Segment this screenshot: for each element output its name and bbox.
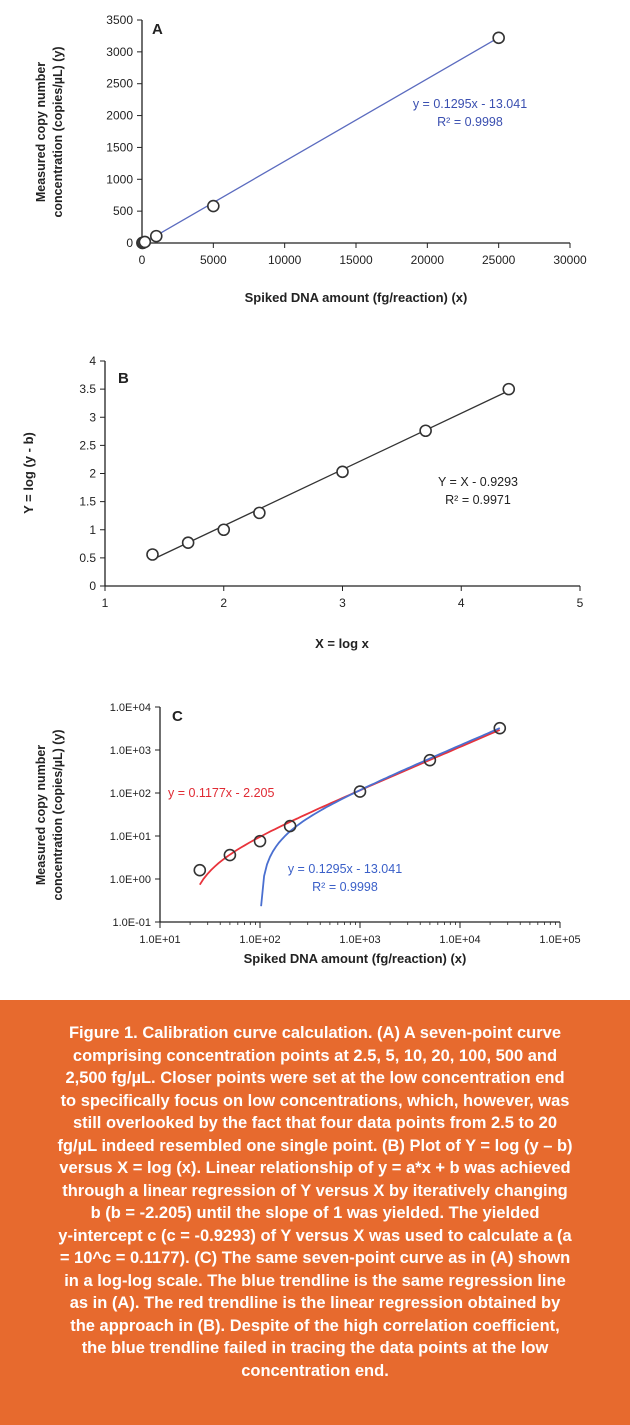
chart-b-trendline — [152, 390, 510, 561]
chart-a-axes — [141, 20, 570, 244]
chart-b: 0 0.5 1 1.5 2 2.5 3 3.5 4 1 2 3 4 5 B Y = X - 0.9293… — [21, 354, 584, 651]
chart-c-trendline-blue — [260, 727, 501, 907]
chart-c-data-point — [223, 848, 237, 862]
chart-c-y-tick-label: 1.0E+02 — [110, 788, 151, 800]
chart-c-data-point — [423, 753, 437, 767]
chart-a-y-tick-label: 2000 — [106, 109, 133, 123]
chart-c-y-tick-label: 1.0E+01 — [110, 831, 151, 843]
chart-c-y-tick-label: 1.0E+04 — [110, 702, 151, 714]
chart-b-y-tick-label: 1 — [89, 523, 96, 537]
chart-a-panel-label: A — [152, 21, 163, 38]
chart-a-trendlines — [141, 36, 499, 245]
chart-b-x-ticks: 1 2 3 4 5 — [102, 586, 584, 610]
chart-a-x-tick-label: 30000 — [553, 253, 587, 267]
chart-b-panel-label: B — [118, 370, 129, 387]
chart-a-y-ticks: 0 500 1000 1500 2000 2500 3000 3500 — [106, 13, 142, 250]
figure-caption: Figure 1. Calibration curve calculation.… — [57, 1024, 573, 1380]
chart-a-y-tick-label: 500 — [113, 204, 133, 218]
chart-b-y-tick-label: 0.5 — [79, 551, 96, 565]
chart-c-x-tick-label: 1.0E+01 — [139, 934, 180, 946]
chart-c-y-ticks: 1.0E-01 1.0E+00 1.0E+01 1.0E+02 1.0E+03 1.0E+… — [110, 702, 160, 929]
chart-a-r2: R² = 0.9998 — [437, 115, 503, 129]
chart-b-points — [146, 382, 516, 561]
chart-c-trendlines — [199, 727, 501, 907]
chart-b-x-tick-label: 2 — [220, 596, 227, 610]
chart-b-data-point — [253, 506, 266, 520]
chart-a-y-tick-label: 1000 — [106, 172, 133, 186]
chart-c-data-point — [193, 863, 207, 877]
chart-b-data-point — [336, 465, 349, 479]
chart-b-y-tick-label: 3 — [89, 410, 96, 424]
chart-c-x-axis-label: Spiked DNA amount (fg/reaction) (x) — [244, 951, 467, 966]
chart-c-data-point — [353, 785, 367, 798]
chart-b-data-point — [502, 382, 516, 396]
chart-b-data-point — [419, 424, 432, 438]
chart-a-x-tick-label: 20000 — [411, 253, 445, 267]
chart-b-data-point — [146, 548, 159, 561]
chart-a-y-tick-label: 3500 — [106, 13, 133, 27]
chart-a-y-tick-label: 0 — [126, 236, 133, 250]
chart-b-x-tick-label: 1 — [102, 596, 109, 610]
chart-c-equation-red: y = 0.1177x - 2.205 — [168, 786, 274, 800]
chart-c-y-axis-label-line1: Measured copy number — [34, 745, 48, 885]
chart-a-y-tick-label: 2500 — [106, 77, 133, 91]
chart-a-x-tick-label: 15000 — [339, 253, 373, 267]
chart-a-y-axis-label-line1: Measured copy number — [34, 62, 48, 202]
chart-a: 0 500 1000 1500 2000 2500 3000 3500 0 5000 10000 1… — [34, 13, 587, 305]
chart-b-x-tick-label: 3 — [339, 596, 346, 610]
chart-c: 1.0E-011.0E+001.0E+011.0E+021.0E+031.0E+… — [34, 702, 581, 966]
chart-a-data-point — [138, 235, 152, 249]
chart-a-x-tick-label: 0 — [139, 253, 146, 267]
chart-b-y-axis-label: Y = log (y - b) — [21, 432, 36, 514]
chart-b-r2: R² = 0.9971 — [445, 493, 511, 507]
chart-a-points — [136, 31, 505, 250]
chart-b-y-ticks: 0 0.5 1 1.5 2 2.5 3 3.5 4 — [79, 354, 105, 593]
chart-c-y-tick-label: 1.0E+00 — [110, 874, 151, 886]
chart-a-x-tick-label: 10000 — [268, 253, 302, 267]
chart-b-y-tick-label: 2 — [89, 467, 96, 481]
chart-b-equation: Y = X - 0.9293 — [438, 475, 518, 489]
chart-c-panel-label: C — [172, 708, 183, 725]
chart-c-x-tick-label: 1.0E+02 — [239, 934, 280, 946]
chart-a-y-tick-label: 3000 — [106, 45, 133, 59]
chart-b-x-axis-label: X = log x — [315, 636, 370, 651]
chart-c-y-tick-label: 1.0E-01 — [112, 917, 151, 929]
chart-a-trendline — [141, 36, 499, 245]
chart-c-equation-blue: y = 0.1295x - 13.041 — [288, 862, 402, 876]
chart-a-x-axis-label: Spiked DNA amount (fg/reaction) (x) — [245, 290, 468, 305]
chart-b-data-point — [181, 536, 195, 549]
chart-a-y-tick-label: 1500 — [106, 140, 133, 154]
chart-c-data-point — [253, 834, 267, 848]
chart-b-y-tick-label: 2.5 — [79, 438, 96, 452]
chart-b-x-tick-label: 5 — [577, 596, 584, 610]
chart-a-x-tick-label: 25000 — [482, 253, 516, 267]
chart-c-y-axis-label-line2: concentration (copies/µL) (y) — [51, 729, 65, 900]
chart-b-x-tick-label: 4 — [458, 596, 465, 610]
chart-a-data-point — [207, 199, 220, 213]
chart-a-data-point — [149, 229, 163, 243]
chart-c-x-tick-label: 1.0E+03 — [339, 934, 380, 946]
chart-c-points — [193, 721, 507, 877]
chart-a-equation: y = 0.1295x - 13.041 — [413, 97, 527, 111]
chart-b-y-tick-label: 0 — [89, 579, 96, 593]
chart-c-x-ticks: 1.0E+01 1.0E+02 1.0E+03 1.0E+04 1.0E+05 — [139, 922, 581, 946]
chart-c-x-tick-label: 1.0E+04 — [439, 934, 480, 946]
chart-a-y-axis-label-line2: concentration (copies/µL) (y) — [51, 46, 65, 217]
figure-caption-box: Figure 1. Calibration curve calculation.… — [0, 1000, 630, 1425]
chart-c-x-tick-label: 1.0E+05 — [539, 934, 580, 946]
chart-c-y-tick-label: 1.0E+03 — [110, 745, 151, 757]
chart-b-y-tick-label: 3.5 — [79, 382, 96, 396]
chart-b-y-tick-label: 4 — [89, 354, 96, 368]
chart-c-data-point — [493, 721, 507, 735]
chart-b-y-tick-label: 1.5 — [79, 495, 96, 509]
chart-a-x-ticks: 0 5000 10000 15000 20000 25000 30000 — [139, 243, 587, 267]
chart-c-data-point — [283, 819, 297, 833]
chart-a-data-point — [492, 31, 505, 45]
chart-a-x-tick-label: 5000 — [200, 253, 227, 267]
chart-c-r2-blue: R² = 0.9998 — [312, 880, 378, 894]
chart-b-data-point — [217, 523, 231, 537]
chart-b-trendlines — [152, 390, 510, 561]
